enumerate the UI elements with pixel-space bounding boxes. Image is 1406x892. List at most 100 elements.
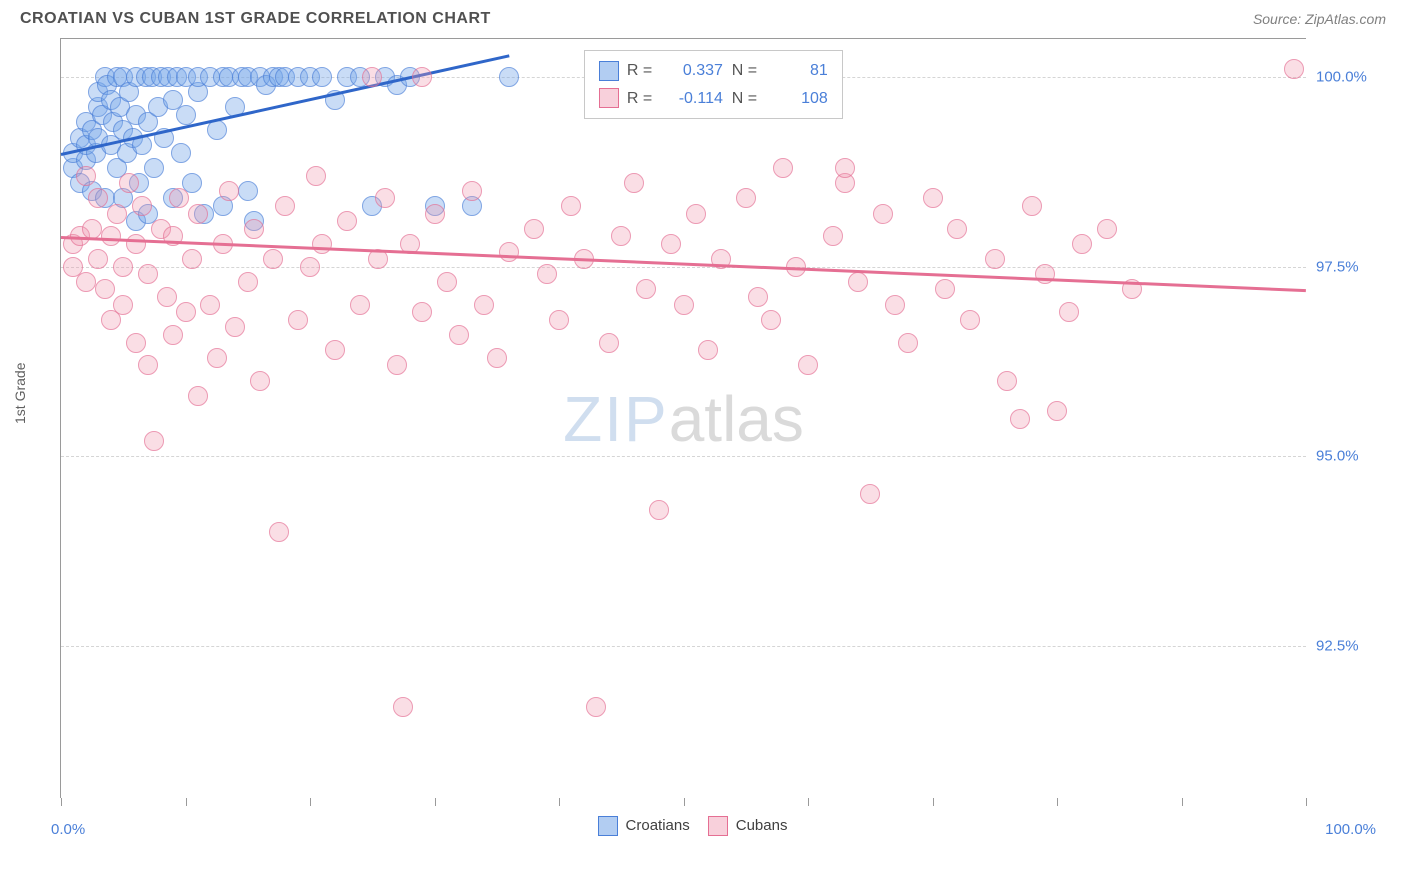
gridline <box>61 456 1306 457</box>
data-point <box>275 196 295 216</box>
data-point <box>1097 219 1117 239</box>
gridline <box>61 267 1306 268</box>
data-point <box>238 181 258 201</box>
data-point <box>95 279 115 299</box>
stat-label: N = <box>732 85 768 112</box>
x-tick <box>933 798 934 806</box>
data-point <box>761 310 781 330</box>
data-point <box>132 196 152 216</box>
source-label: Source: ZipAtlas.com <box>1253 11 1386 27</box>
data-point <box>898 333 918 353</box>
data-point <box>561 196 581 216</box>
data-point <box>312 67 332 87</box>
data-point <box>960 310 980 330</box>
x-tick <box>186 798 187 806</box>
legend-swatch <box>708 816 728 836</box>
y-tick-label: 97.5% <box>1316 258 1386 275</box>
data-point <box>425 204 445 224</box>
data-point <box>219 181 239 201</box>
y-axis-label: 1st Grade <box>12 363 28 424</box>
data-point <box>182 249 202 269</box>
stat-label: R = <box>627 85 663 112</box>
data-point <box>200 295 220 315</box>
data-point <box>76 272 96 292</box>
data-point <box>306 166 326 186</box>
data-point <box>798 355 818 375</box>
data-point <box>176 105 196 125</box>
x-tick <box>1057 798 1058 806</box>
stats-row: R =0.337 N =81 <box>599 57 828 84</box>
x-limit-label: 100.0% <box>1325 821 1376 838</box>
data-point <box>412 67 432 87</box>
r-value: 0.337 <box>663 57 723 84</box>
legend-swatch <box>599 88 619 108</box>
data-point <box>873 204 893 224</box>
x-tick <box>61 798 62 806</box>
stats-legend: R =0.337 N =81R =-0.114 N =108 <box>584 50 843 118</box>
data-point <box>169 188 189 208</box>
data-point <box>649 500 669 520</box>
stat-label: N = <box>732 57 768 84</box>
legend-swatch <box>599 61 619 81</box>
y-tick-label: 100.0% <box>1316 68 1386 85</box>
data-point <box>499 67 519 87</box>
x-tick <box>808 798 809 806</box>
data-point <box>263 249 283 269</box>
data-point <box>1284 59 1304 79</box>
data-point <box>207 348 227 368</box>
data-point <box>88 188 108 208</box>
data-point <box>101 226 121 246</box>
data-point <box>985 249 1005 269</box>
data-point <box>487 348 507 368</box>
x-tick <box>684 798 685 806</box>
data-point <box>736 188 756 208</box>
data-point <box>76 166 96 186</box>
data-point <box>935 279 955 299</box>
data-point <box>393 697 413 717</box>
x-tick <box>310 798 311 806</box>
data-point <box>225 317 245 337</box>
data-point <box>698 340 718 360</box>
data-point <box>549 310 569 330</box>
data-point <box>1022 196 1042 216</box>
y-tick-label: 95.0% <box>1316 448 1386 465</box>
data-point <box>325 340 345 360</box>
legend-label: Cubans <box>736 817 788 834</box>
data-point <box>176 302 196 322</box>
data-point <box>462 181 482 201</box>
data-point <box>674 295 694 315</box>
data-point <box>599 333 619 353</box>
data-point <box>474 295 494 315</box>
data-point <box>848 272 868 292</box>
data-point <box>350 295 370 315</box>
data-point <box>449 325 469 345</box>
data-point <box>823 226 843 246</box>
data-point <box>188 204 208 224</box>
y-tick-label: 92.5% <box>1316 638 1386 655</box>
data-point <box>860 484 880 504</box>
data-point <box>437 272 457 292</box>
plot-region: 92.5%95.0%97.5%100.0%0.0%100.0% <box>61 39 1306 798</box>
n-value: 108 <box>768 85 828 112</box>
data-point <box>144 431 164 451</box>
data-point <box>288 310 308 330</box>
data-point <box>586 697 606 717</box>
data-point <box>1047 401 1067 421</box>
data-point <box>269 522 289 542</box>
stats-row: R =-0.114 N =108 <box>599 85 828 112</box>
data-point <box>171 143 191 163</box>
data-point <box>661 234 681 254</box>
legend-label: Croatians <box>626 817 690 834</box>
data-point <box>885 295 905 315</box>
data-point <box>835 158 855 178</box>
n-value: 81 <box>768 57 828 84</box>
data-point <box>1072 234 1092 254</box>
data-point <box>244 219 264 239</box>
data-point <box>250 371 270 391</box>
data-point <box>997 371 1017 391</box>
data-point <box>337 211 357 231</box>
data-point <box>113 257 133 277</box>
x-tick <box>1182 798 1183 806</box>
data-point <box>947 219 967 239</box>
data-point <box>537 264 557 284</box>
